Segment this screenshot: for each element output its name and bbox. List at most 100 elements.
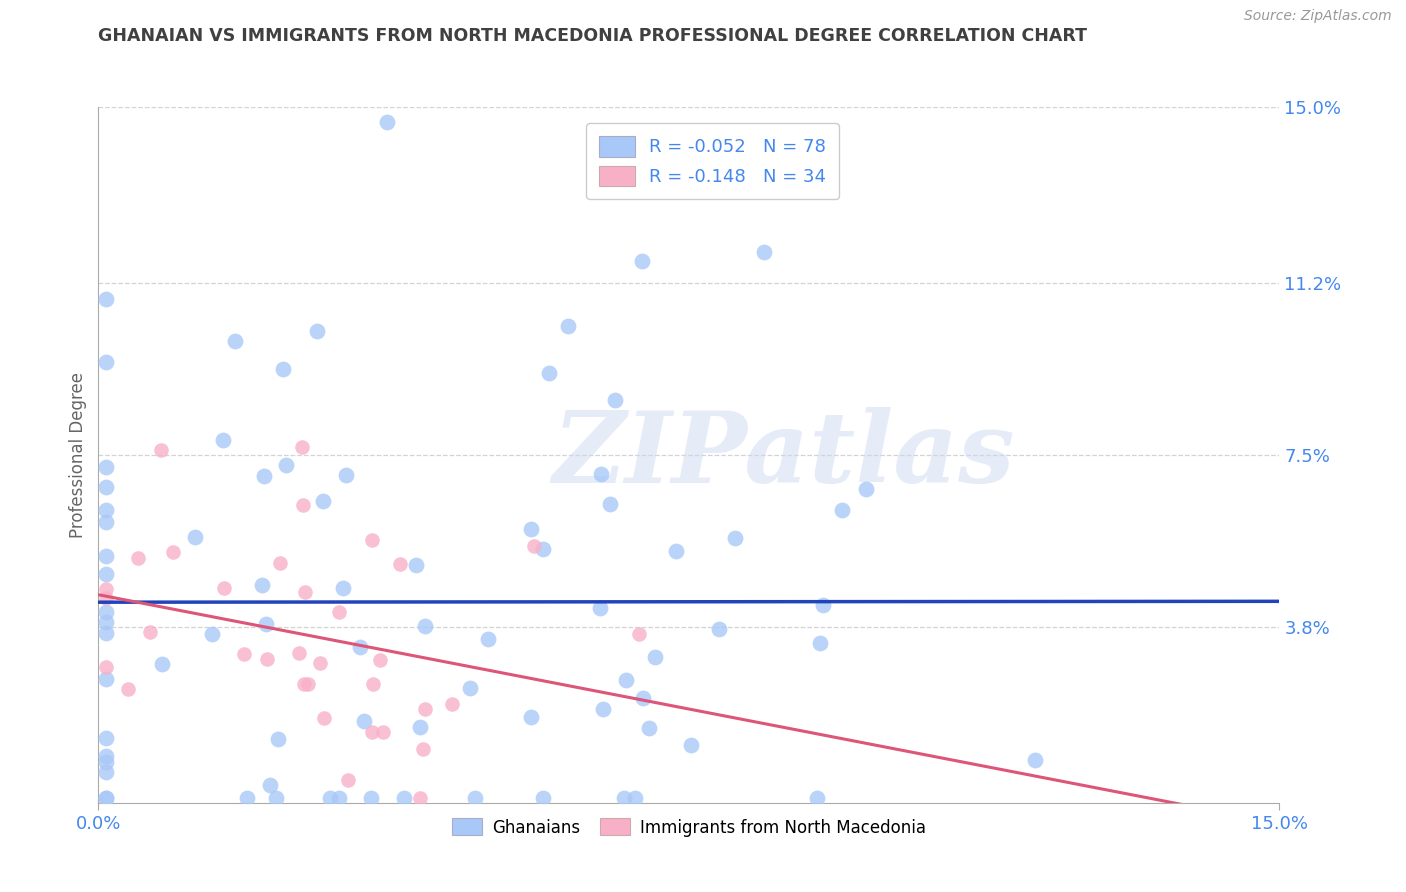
Point <box>392 791 415 805</box>
Point <box>531 791 554 805</box>
Point <box>96 625 118 640</box>
Point <box>644 650 666 665</box>
Point <box>256 652 278 666</box>
Point <box>523 539 546 553</box>
Point <box>291 440 314 454</box>
Point <box>96 673 118 687</box>
Point <box>589 467 612 481</box>
Point <box>291 498 314 512</box>
Point <box>312 710 335 724</box>
Point <box>328 605 350 619</box>
Point <box>335 468 357 483</box>
Point <box>537 366 560 380</box>
Point <box>162 545 184 559</box>
Point <box>328 791 350 805</box>
Point <box>96 731 118 745</box>
Point <box>96 549 118 563</box>
Point <box>96 791 118 805</box>
Point <box>412 742 434 756</box>
Point <box>557 318 579 333</box>
Point <box>1024 753 1046 767</box>
Point <box>360 791 382 805</box>
Point <box>96 660 118 674</box>
Point <box>361 677 384 691</box>
Point <box>96 480 118 494</box>
Point <box>309 657 332 671</box>
Point <box>623 791 645 805</box>
Point <box>292 677 315 691</box>
Y-axis label: Professional Degree: Professional Degree <box>69 372 87 538</box>
Point <box>319 791 342 805</box>
Point <box>520 710 543 724</box>
Point <box>117 681 139 696</box>
Point <box>665 543 688 558</box>
Point <box>274 458 297 472</box>
Point <box>96 764 118 779</box>
Text: ZIPatlas: ZIPatlas <box>553 407 1015 503</box>
Point <box>200 626 222 640</box>
Point <box>368 653 391 667</box>
Point <box>297 677 319 691</box>
Point <box>96 748 118 763</box>
Point <box>336 772 359 787</box>
Point <box>269 556 291 570</box>
Point <box>441 697 464 711</box>
Point <box>373 724 395 739</box>
Point <box>409 720 432 734</box>
Point <box>360 725 382 739</box>
Point <box>613 791 636 805</box>
Point <box>271 362 294 376</box>
Point <box>413 618 436 632</box>
Point <box>408 791 430 805</box>
Point <box>96 591 118 605</box>
Point <box>233 647 256 661</box>
Point <box>638 721 661 735</box>
Point <box>224 334 246 348</box>
Point <box>628 627 651 641</box>
Point <box>707 622 730 636</box>
Point <box>377 115 399 129</box>
Point <box>464 791 486 805</box>
Point <box>235 791 257 805</box>
Point <box>361 533 384 548</box>
Point <box>96 755 118 769</box>
Point <box>96 460 118 475</box>
Point <box>599 496 621 510</box>
Point <box>311 493 333 508</box>
Point <box>353 714 375 728</box>
Point <box>631 254 654 268</box>
Point <box>288 646 311 660</box>
Point <box>307 324 329 338</box>
Point <box>264 791 287 805</box>
Point <box>592 702 614 716</box>
Point <box>150 443 173 458</box>
Point <box>150 657 173 672</box>
Point <box>96 516 118 530</box>
Point <box>96 292 118 306</box>
Point <box>631 691 654 706</box>
Point <box>477 632 499 646</box>
Point <box>96 791 118 805</box>
Point <box>724 531 747 545</box>
Point <box>96 582 118 596</box>
Point <box>752 245 775 260</box>
Point <box>458 681 481 695</box>
Point <box>184 530 207 544</box>
Point <box>813 599 835 613</box>
Point <box>413 702 436 716</box>
Point <box>127 550 149 565</box>
Point <box>806 791 828 805</box>
Text: GHANAIAN VS IMMIGRANTS FROM NORTH MACEDONIA PROFESSIONAL DEGREE CORRELATION CHAR: GHANAIAN VS IMMIGRANTS FROM NORTH MACEDO… <box>98 27 1087 45</box>
Point <box>267 732 290 747</box>
Point <box>589 601 612 615</box>
Point <box>96 355 118 369</box>
Point <box>250 578 273 592</box>
Point <box>212 433 235 447</box>
Point <box>808 636 831 650</box>
Point <box>388 557 411 571</box>
Point <box>96 605 118 619</box>
Point <box>96 503 118 517</box>
Point <box>254 617 277 632</box>
Point <box>520 522 543 536</box>
Legend: Ghanaians, Immigrants from North Macedonia: Ghanaians, Immigrants from North Macedon… <box>446 812 932 843</box>
